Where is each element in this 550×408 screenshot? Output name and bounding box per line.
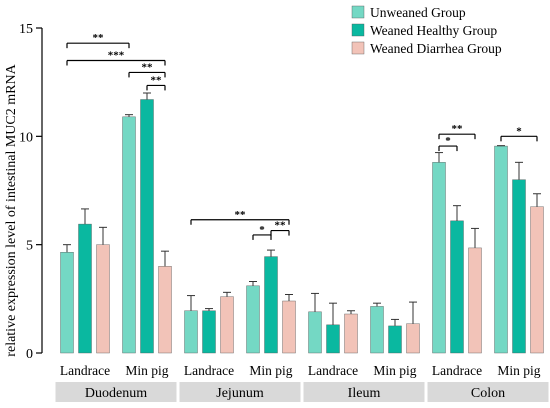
bar (450, 220, 464, 354)
region-label-box (179, 382, 301, 402)
significance-label: ** (452, 123, 464, 135)
bar (96, 244, 110, 354)
region-label: Colon (471, 386, 505, 401)
significance-label: ** (142, 61, 154, 73)
bar (78, 223, 92, 354)
region-label: Duodenum (85, 386, 147, 401)
significance-label: *** (108, 50, 125, 62)
significance-label: ** (151, 74, 163, 86)
significance-label: ** (235, 209, 247, 221)
bar (326, 324, 340, 354)
bar (370, 306, 384, 354)
bar (494, 145, 508, 354)
legend-label: Unweaned Group (370, 5, 466, 20)
bar (468, 247, 482, 354)
bar (264, 256, 278, 354)
bar (202, 310, 216, 354)
bar (158, 266, 172, 354)
group-label: Landrace (432, 363, 482, 378)
bar (60, 252, 74, 354)
significance-label: * (445, 135, 451, 147)
significance-label: * (259, 224, 265, 236)
group-label: Min pig (125, 363, 168, 378)
bar (308, 311, 322, 354)
region-label-box (427, 382, 549, 402)
group-label: Landrace (60, 363, 110, 378)
bar (406, 323, 420, 354)
bar (432, 162, 446, 354)
y-tick-label: 5 (26, 239, 33, 254)
group-label: Landrace (184, 363, 234, 378)
bar (140, 99, 154, 354)
y-axis-label: relative expression level of intestinal … (4, 63, 19, 356)
bar (388, 325, 402, 354)
legend-swatch (351, 23, 365, 37)
significance-label: * (516, 125, 522, 137)
y-tick-label: 0 (26, 347, 33, 362)
y-tick-label: 10 (19, 130, 33, 145)
region-label: Jejunum (216, 386, 264, 401)
bar (122, 116, 136, 354)
group-label: Min pig (249, 363, 292, 378)
legend-label: Weaned Diarrhea Group (370, 41, 502, 56)
bar (512, 179, 526, 354)
region-label: Ileum (348, 386, 381, 401)
region-label-box (303, 382, 425, 402)
bar (344, 313, 358, 354)
legend-label: Weaned Healthy Group (370, 23, 497, 38)
legend-swatch (351, 41, 365, 55)
legend-swatch (351, 5, 365, 19)
y-tick-label: 15 (19, 22, 33, 37)
significance-label: ** (93, 32, 105, 44)
bar (220, 296, 234, 354)
bar (246, 285, 260, 354)
group-label: Landrace (308, 363, 358, 378)
group-label: Min pig (497, 363, 540, 378)
region-label-box (55, 382, 177, 402)
significance-label: ** (275, 220, 287, 232)
bar (530, 206, 544, 354)
bar (282, 300, 296, 354)
bar (184, 310, 198, 354)
group-label: Min pig (373, 363, 416, 378)
